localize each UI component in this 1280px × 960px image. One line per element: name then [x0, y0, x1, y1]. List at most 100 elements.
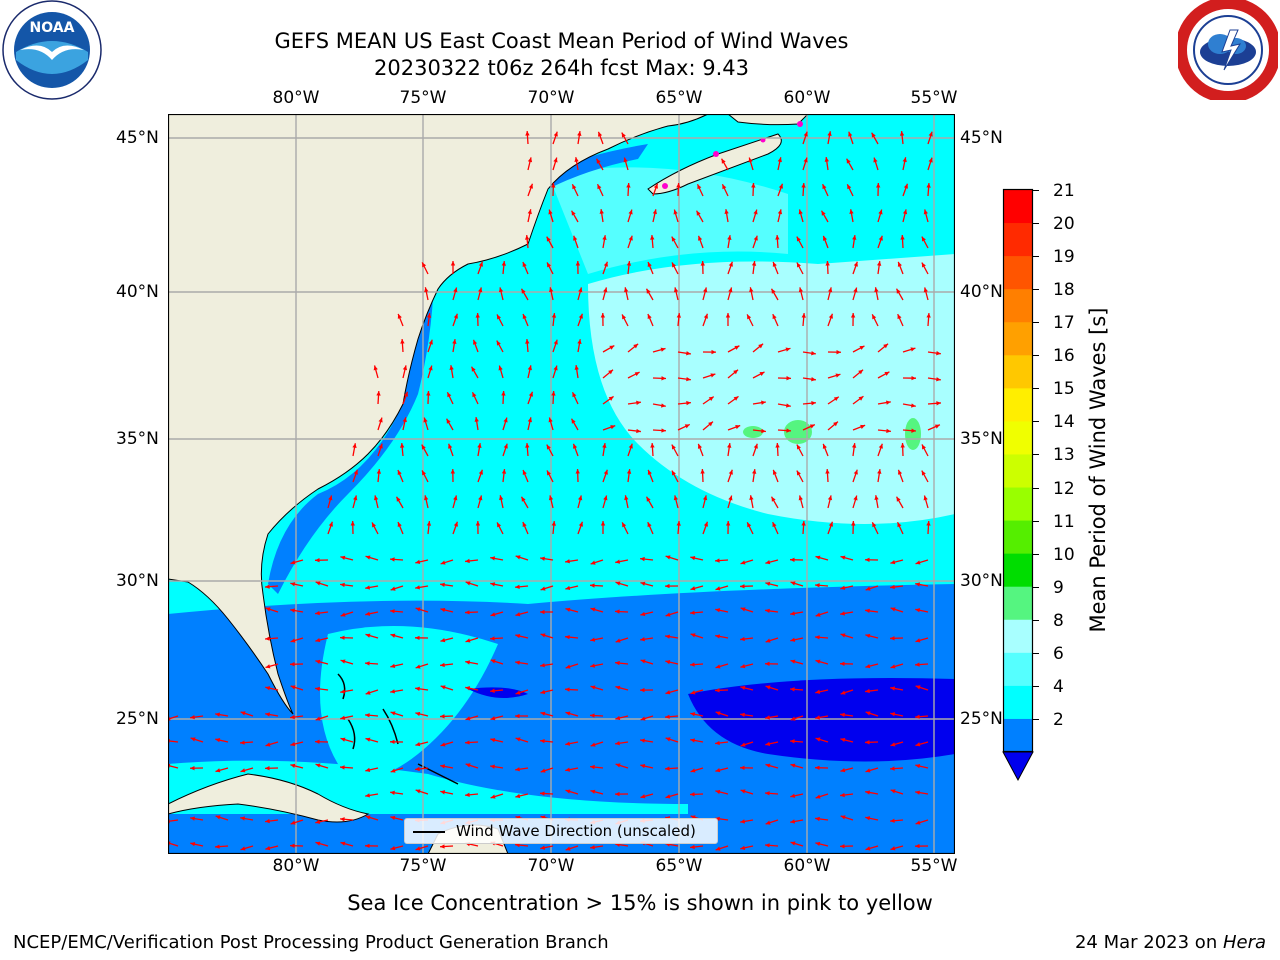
- wind-arrow-head: [690, 690, 696, 695]
- wind-arrow-head: [540, 633, 546, 638]
- colorbar-tick-label: 6: [1053, 643, 1064, 664]
- wind-arrow-head: [853, 495, 858, 501]
- wind-arrow-head: [796, 470, 801, 476]
- colorbar-tick-label: 18: [1053, 280, 1075, 301]
- wind-arrow-head: [858, 396, 864, 401]
- wind-arrow-head: [740, 607, 746, 612]
- wind-arrow-head: [440, 742, 446, 747]
- wind-arrow-head: [265, 584, 270, 589]
- wind-arrow-head: [665, 690, 671, 695]
- wind-arrow-head: [608, 369, 614, 375]
- wind-arrow-head: [725, 313, 731, 318]
- wind-arrow-head: [765, 638, 771, 643]
- wind-arrow-head: [478, 495, 483, 501]
- wind-arrow-head: [340, 635, 345, 640]
- wind-arrow-head: [801, 313, 806, 318]
- wind-arrow-head: [490, 556, 496, 561]
- wind-arrow-head: [365, 793, 370, 798]
- wind-arrow-head: [540, 663, 545, 668]
- wind-arrow-head: [934, 424, 940, 429]
- wind-arrow-head: [525, 443, 530, 448]
- colorbar-block: [1004, 586, 1032, 621]
- wind-arrow-head: [860, 424, 866, 429]
- wind-arrow-head: [636, 400, 641, 405]
- wind-arrow-shaft: [168, 715, 179, 720]
- wind-arrow-head: [578, 313, 583, 319]
- wind-arrow-head: [790, 581, 796, 586]
- wind-arrow-head: [690, 792, 695, 797]
- wind-arrow-head: [340, 659, 346, 664]
- colorbar-frame: [1002, 188, 1034, 753]
- wind-arrow-head: [890, 584, 895, 590]
- wind-arrow-head: [740, 789, 746, 794]
- wind-arrow-head: [365, 690, 371, 695]
- colorbar-tick: [1032, 487, 1039, 489]
- wind-arrow-head: [415, 789, 421, 794]
- wind-arrow-head: [615, 715, 621, 721]
- wind-arrow-head: [546, 470, 551, 476]
- wind-arrow-head: [876, 183, 881, 188]
- wind-arrow-head: [626, 183, 631, 188]
- wind-arrow-head: [572, 392, 577, 398]
- wind-arrow-head: [440, 662, 445, 668]
- wind-arrow-head: [852, 235, 857, 240]
- wind-arrow-head: [290, 741, 296, 747]
- wind-arrow-head: [290, 582, 296, 587]
- wind-arrow-head: [765, 843, 770, 848]
- green-patch: [784, 420, 812, 444]
- wind-arrow-head: [615, 741, 620, 746]
- wind-arrow-head: [874, 495, 879, 501]
- wind-arrow-head: [722, 184, 727, 190]
- map-legend: Wind Wave Direction (unscaled): [404, 818, 718, 844]
- wind-arrow-head: [786, 376, 791, 381]
- wind-arrow-head: [540, 791, 545, 796]
- wind-arrow-head: [390, 711, 396, 716]
- wind-arrow-head: [501, 469, 507, 474]
- wind-arrow-head: [740, 685, 746, 691]
- wind-arrow-head: [748, 157, 753, 163]
- wind-arrow-head: [815, 715, 820, 720]
- legend-label: Wind Wave Direction (unscaled): [456, 822, 696, 840]
- wind-arrow-head: [422, 262, 427, 268]
- wind-arrow-head: [215, 815, 221, 820]
- wind-arrow-head: [422, 470, 427, 476]
- lon-label-bottom: 65°W: [655, 856, 703, 876]
- wind-arrow-head: [515, 767, 520, 772]
- wind-arrow-head: [858, 369, 864, 375]
- wind-arrow-head: [633, 343, 639, 349]
- wind-arrow-head: [340, 715, 346, 720]
- band-8-9: [588, 254, 955, 524]
- wind-arrow-head: [708, 396, 714, 401]
- wind-arrow-head: [777, 157, 782, 163]
- wind-arrow-head: [615, 581, 621, 586]
- wind-arrow-head: [547, 262, 552, 268]
- wind-arrow-head: [626, 469, 632, 474]
- wind-arrow-head: [340, 612, 346, 617]
- wind-arrow-head: [915, 742, 921, 747]
- wind-arrow-head: [465, 763, 471, 768]
- wind-arrow-head: [290, 685, 296, 690]
- wind-arrow-head: [590, 560, 596, 565]
- colorbar-tick-label: 8: [1053, 610, 1064, 631]
- sea-ice-note-text: Sea Ice Concentration > 15% is shown in …: [347, 891, 933, 915]
- wind-arrow-head: [715, 558, 720, 563]
- wind-arrow-head: [608, 396, 614, 401]
- wind-arrow-head: [376, 469, 382, 474]
- lat-label-left: 45°N: [116, 128, 159, 148]
- wind-arrow-head: [402, 417, 407, 423]
- wind-arrow-head: [708, 421, 713, 427]
- wind-arrow-head: [772, 261, 777, 267]
- wind-arrow-head: [815, 816, 820, 822]
- wind-arrow-head: [565, 559, 570, 564]
- wind-arrow-head: [926, 183, 931, 188]
- wind-arrow-head: [676, 521, 681, 526]
- wind-arrow-head: [890, 664, 896, 669]
- colorbar-tick-label: 20: [1053, 214, 1075, 235]
- wind-arrow-head: [915, 662, 920, 667]
- wind-arrow-head: [798, 209, 803, 215]
- wind-arrow-head: [910, 347, 916, 352]
- map-subtitle: 20230322 t06z 264h fcst Max: 9.43: [374, 56, 749, 80]
- wind-arrow-head: [340, 737, 346, 742]
- wind-arrow-head: [803, 131, 808, 137]
- wind-arrow-head: [603, 261, 608, 267]
